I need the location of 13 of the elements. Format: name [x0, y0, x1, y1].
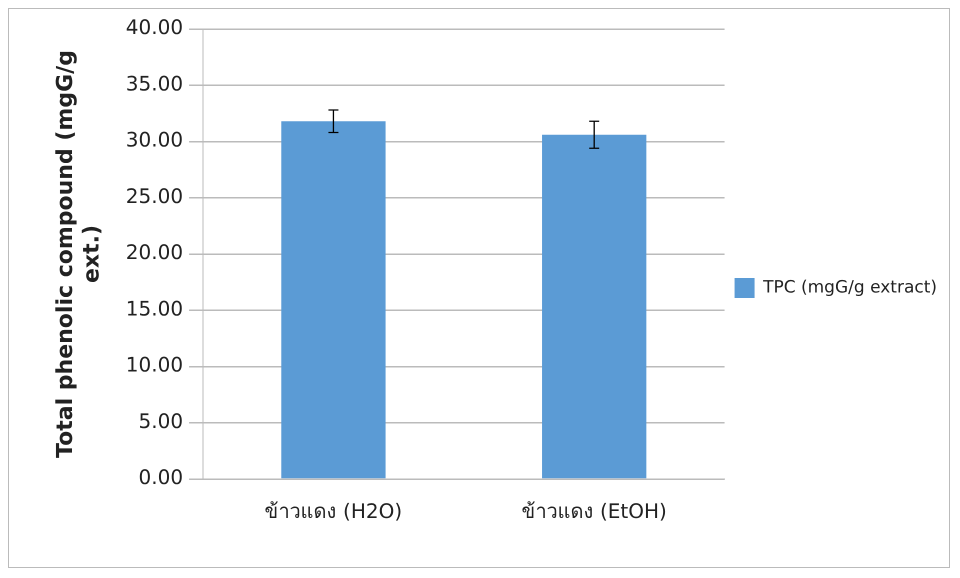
- y-tick-label: 20.00: [126, 240, 184, 264]
- x-tick-label: ข้าวแดง (EtOH): [522, 499, 667, 524]
- y-tick-label: 5.00: [138, 408, 184, 433]
- y-tick-label: 40.00: [126, 15, 184, 40]
- y-tick-label: 35.00: [126, 71, 184, 96]
- y-tick-label: 25.00: [126, 184, 184, 208]
- y-tick-label: 10.00: [126, 352, 184, 377]
- legend-label: TPC (mgG/g extract): [762, 277, 938, 298]
- y-tick-label: 15.00: [126, 296, 184, 320]
- y-tick-label: 0.00: [138, 465, 184, 490]
- y-tick-label: 30.00: [126, 128, 184, 152]
- y-axis-title: Total phenolic compound (mgG/g ext.): [52, 50, 104, 458]
- x-tick-label: ข้าวแดง (H2O): [264, 499, 402, 524]
